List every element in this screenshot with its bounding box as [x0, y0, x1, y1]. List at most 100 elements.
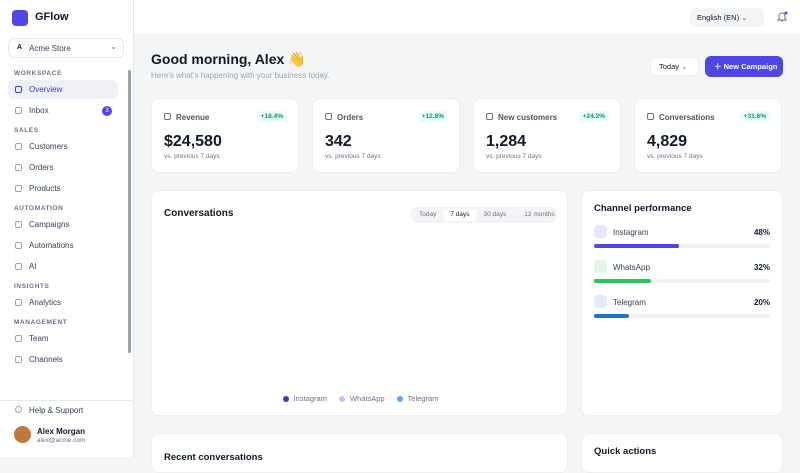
- stat-icon: [325, 113, 332, 120]
- stat-icon: [647, 113, 654, 120]
- nav-item[interactable]: Overview: [8, 80, 118, 99]
- legend-dot: [396, 395, 403, 402]
- stat-value: $24,580: [164, 133, 222, 150]
- channel-percent: 20%: [753, 298, 770, 307]
- nav-item[interactable]: Automations: [8, 236, 118, 255]
- bar-track: [594, 244, 771, 248]
- nav-label: Overview: [29, 85, 63, 94]
- nav-item[interactable]: Customers: [8, 137, 118, 156]
- legend-dot: [282, 395, 289, 402]
- channel-name: WhatsApp: [613, 263, 650, 272]
- stat-label: Conversations: [659, 113, 715, 122]
- bar-track: [594, 314, 771, 318]
- tab[interactable]: 12 months: [524, 211, 555, 218]
- channel-card: Channel performance Instagram 48% WhatsApp…: [581, 190, 783, 416]
- section-title: MANAGEMENT: [14, 319, 68, 326]
- nav-label: Team: [29, 334, 49, 343]
- language-select[interactable]: English (EN) ⌄: [690, 8, 764, 27]
- store-select[interactable]: A Acme Store ⌄: [8, 38, 124, 58]
- avatar: [14, 426, 31, 443]
- stat-card: New customers +24.2% 1,284 vs. previous 7 d…: [473, 98, 621, 173]
- nav-item[interactable]: Team: [8, 329, 118, 348]
- nav-icon: [15, 299, 22, 306]
- nav-item[interactable]: Campaigns: [8, 215, 118, 234]
- user-name: Alex Morgan: [37, 427, 86, 436]
- legend-label: WhatsApp: [349, 394, 385, 403]
- nav-label: Analytics: [29, 298, 62, 307]
- nav-item[interactable]: Analytics: [8, 293, 118, 312]
- nav-icon: [15, 335, 22, 342]
- section-title: AUTOMATION: [14, 205, 64, 212]
- nav-item[interactable]: Orders: [8, 158, 118, 177]
- period-select[interactable]: Today ⌄: [650, 57, 699, 76]
- stat-note: vs. previous 7 days: [486, 153, 542, 160]
- nav-item[interactable]: Inbox 3: [8, 101, 118, 120]
- nav-icon: [15, 164, 22, 171]
- chevron: ⌄: [110, 42, 117, 51]
- stat-icon: [164, 113, 171, 120]
- section-title: SALES: [14, 127, 39, 134]
- nav-label: Automations: [29, 241, 74, 250]
- bell[interactable]: [776, 11, 788, 23]
- nav-label: Customers: [29, 142, 68, 151]
- channel-icon: [594, 295, 607, 308]
- nav: WORKSPACE Overview Inbox 3 SALES Customers Ord…: [0, 64, 126, 398]
- card-title: Conversations: [164, 208, 234, 219]
- nav-label: Campaigns: [29, 220, 70, 229]
- nav-label: Channels: [29, 355, 63, 364]
- scrollbar: [128, 70, 131, 353]
- card-title: Quick actions: [594, 446, 657, 457]
- stat-change: +18.4%: [256, 111, 287, 122]
- stat-note: vs. previous 7 days: [325, 153, 381, 160]
- recent-card: Recent conversations: [151, 433, 568, 473]
- nav-icon: [15, 86, 22, 93]
- nav-icon: [15, 107, 22, 114]
- legend-dot: [338, 395, 345, 402]
- greeting: Good morning, Alex 👋: [151, 51, 306, 67]
- period: Today: [659, 62, 680, 71]
- nav-icon: [15, 143, 22, 150]
- section-title: INSIGHTS: [14, 283, 50, 290]
- tab[interactable]: Today: [419, 211, 437, 218]
- nav-icon: [15, 221, 22, 228]
- stat-change: +24.2%: [578, 111, 609, 122]
- nav-label: Products: [29, 184, 61, 193]
- card-title: Channel performance: [594, 203, 692, 214]
- nav-label: Orders: [29, 163, 54, 172]
- nav-icon: [15, 242, 22, 249]
- tab[interactable]: 7 days: [444, 209, 476, 221]
- channel-icon: [594, 260, 607, 273]
- button-label: New Campaign: [723, 62, 778, 71]
- nav-icon: [15, 185, 22, 192]
- stat-note: vs. previous 7 days: [647, 153, 703, 160]
- nav-label: Inbox: [29, 106, 49, 115]
- tab[interactable]: 30 days: [483, 211, 507, 218]
- logo: [12, 10, 28, 26]
- new-campaign-button[interactable]: ＋ New Campaign: [705, 56, 783, 77]
- stat-value: 4,829: [647, 133, 688, 150]
- nav-item[interactable]: Products: [8, 179, 118, 198]
- section-title: WORKSPACE: [14, 70, 62, 77]
- stat-icon: [486, 113, 493, 120]
- subtitle: Here's what's happening with your busine…: [151, 71, 330, 80]
- divider: [0, 400, 134, 401]
- nav-item[interactable]: Channels: [8, 350, 118, 369]
- language: English (EN): [697, 13, 740, 22]
- store-name: Acme Store: [29, 44, 71, 53]
- stat-card: Orders +12.8% 342 vs. previous 7 days: [312, 98, 460, 173]
- nav-icon: [15, 356, 22, 363]
- channel-icon: [594, 225, 607, 238]
- stat-note: vs. previous 7 days: [164, 153, 220, 160]
- nav-item[interactable]: AI: [8, 257, 118, 276]
- card-title: Recent conversations: [164, 452, 263, 463]
- conversations-card: Conversations Today 7 days 30 days 12 month…: [151, 190, 568, 416]
- stat-value: 1,284: [486, 133, 527, 150]
- legend-item: WhatsApp: [338, 394, 385, 403]
- bar: [594, 279, 651, 283]
- channel-percent: 48%: [753, 228, 770, 237]
- bar: [594, 244, 679, 248]
- help[interactable]: Help & Support: [29, 406, 84, 415]
- topbar: English (EN) ⌄: [134, 0, 800, 35]
- stat-card: Conversations +31.6% 4,829 vs. previous 7 d…: [634, 98, 782, 173]
